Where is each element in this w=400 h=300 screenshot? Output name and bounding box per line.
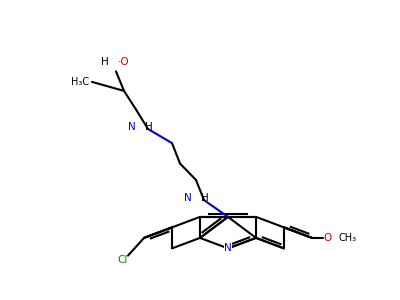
Text: H: H [201, 193, 209, 203]
Text: H₃C: H₃C [71, 77, 89, 87]
Text: Cl: Cl [117, 255, 128, 265]
Text: CH₃: CH₃ [338, 233, 356, 243]
Text: N: N [128, 122, 136, 132]
Text: H: H [145, 122, 153, 132]
Text: ·O: ·O [117, 57, 129, 68]
Text: N: N [224, 243, 232, 254]
Text: N: N [184, 193, 192, 203]
Text: O: O [323, 233, 331, 243]
Text: H: H [101, 57, 109, 68]
